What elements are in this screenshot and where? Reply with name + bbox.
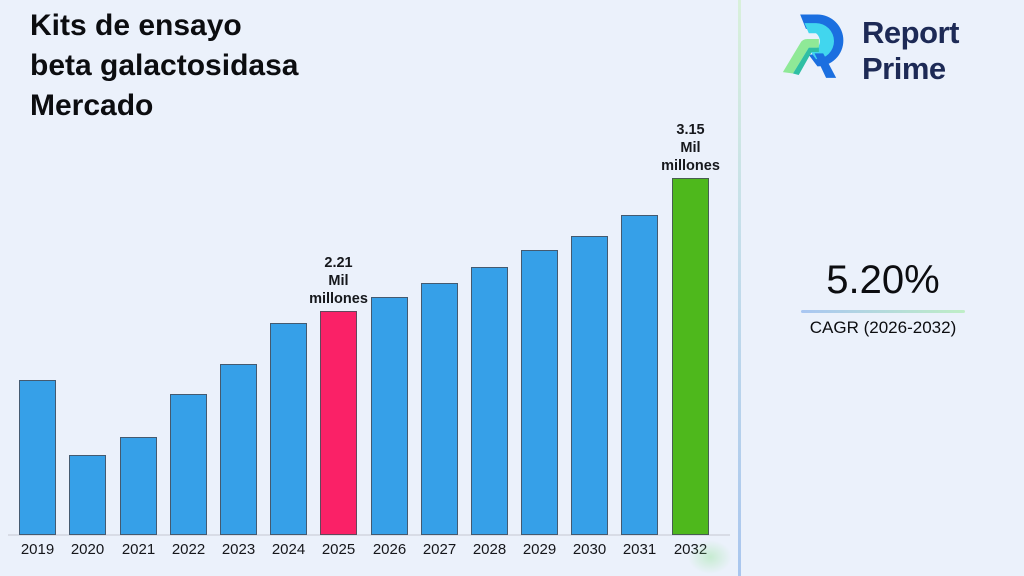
bar-2025 bbox=[320, 311, 357, 535]
year-label-2032: 2032 bbox=[666, 541, 716, 558]
cagr-block: 5.20% CAGR (2026-2032) bbox=[797, 258, 969, 338]
bar-2029 bbox=[521, 250, 558, 535]
year-label-2029: 2029 bbox=[522, 541, 557, 558]
page-title: Kits de ensayo beta galactosidasa Mercad… bbox=[30, 9, 299, 122]
bar-2022 bbox=[170, 394, 207, 535]
year-label-2026: 2026 bbox=[372, 541, 407, 558]
bar-2019 bbox=[19, 380, 56, 535]
year-label-2023: 2023 bbox=[221, 541, 256, 558]
logo-wordmark: Report Prime bbox=[862, 14, 959, 86]
report-prime-logo-icon bbox=[780, 8, 852, 93]
year-label-2027: 2027 bbox=[422, 541, 457, 558]
bar-value-annotation-2025: 2.21 Mil millones bbox=[309, 255, 368, 308]
year-label-2031: 2031 bbox=[622, 541, 657, 558]
bar-2031 bbox=[621, 215, 658, 535]
cagr-underline bbox=[801, 310, 965, 313]
vertical-divider bbox=[738, 0, 741, 576]
cagr-value: 5.20% bbox=[826, 258, 940, 302]
plot-area: 2019 2020 2021 2022 2023 2024 2025 2026 2027 2028… bbox=[8, 122, 730, 558]
bar-2032 bbox=[672, 178, 709, 535]
bar-2026 bbox=[371, 297, 408, 535]
bar-2030 bbox=[571, 236, 608, 535]
bar-2020 bbox=[69, 455, 106, 535]
bar-2027 bbox=[421, 283, 458, 535]
year-label-2025: 2025 bbox=[321, 541, 356, 558]
x-axis-line bbox=[8, 534, 730, 536]
green-glow-decoration bbox=[688, 540, 732, 574]
bar-2024 bbox=[270, 323, 307, 535]
report-prime-logo: Report Prime bbox=[780, 8, 959, 93]
year-label-2020: 2020 bbox=[70, 541, 105, 558]
year-label-2022: 2022 bbox=[171, 541, 206, 558]
year-label-2030: 2030 bbox=[572, 541, 607, 558]
cagr-label: CAGR (2026-2032) bbox=[809, 318, 957, 337]
bar-2023 bbox=[220, 364, 257, 535]
bar-2021 bbox=[120, 437, 157, 535]
year-label-2021: 2021 bbox=[121, 541, 156, 558]
bar-value-annotation-2032: 3.15 Mil millones bbox=[661, 122, 720, 175]
year-label-2024: 2024 bbox=[271, 541, 306, 558]
bar-2028 bbox=[471, 267, 508, 535]
year-label-2019: 2019 bbox=[20, 541, 55, 558]
year-label-2028: 2028 bbox=[472, 541, 507, 558]
